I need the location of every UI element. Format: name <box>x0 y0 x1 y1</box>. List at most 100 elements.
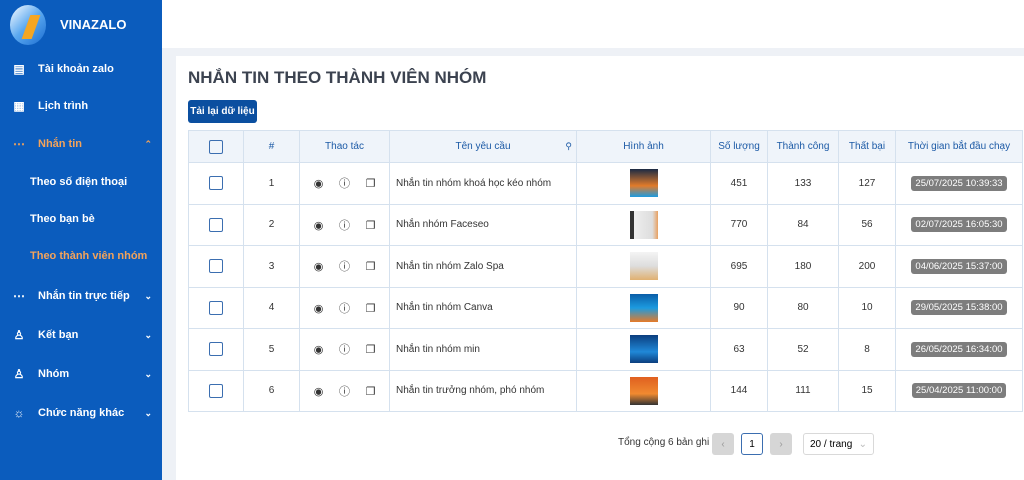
next-page-button[interactable]: › <box>770 433 792 455</box>
success-count: 80 <box>767 286 839 329</box>
sidebar-item-ket-ban[interactable]: ♙ Kết bạn ⌄ <box>13 328 152 342</box>
request-name: Nhắn tin trưởng nhóm, phó nhóm <box>389 369 577 412</box>
row-checkbox[interactable] <box>209 383 223 398</box>
copy-icon[interactable]: ❐ <box>365 302 376 315</box>
info-icon[interactable]: ⓘ <box>339 302 350 315</box>
chevron-down-icon: ⌄ <box>144 290 152 301</box>
thumbnail-image[interactable] <box>629 293 658 322</box>
quantity: 90 <box>710 286 768 329</box>
quantity: 770 <box>710 203 768 246</box>
vinazalo-logo <box>10 5 46 45</box>
row-select-cell <box>188 162 244 205</box>
eye-icon[interactable]: ◉ <box>313 344 324 357</box>
info-icon[interactable]: ⓘ <box>339 385 350 398</box>
image-cell <box>576 245 711 288</box>
row-select-cell <box>188 369 244 412</box>
sidebar-item-nhom[interactable]: ♙ Nhóm ⌄ <box>13 367 152 381</box>
eye-icon[interactable]: ◉ <box>313 219 324 232</box>
image-cell <box>576 203 711 246</box>
header-select-all <box>188 130 244 163</box>
image-cell <box>576 369 711 412</box>
prev-page-button[interactable]: ‹ <box>712 433 734 455</box>
copy-icon[interactable]: ❐ <box>365 344 376 357</box>
row-checkbox[interactable] <box>209 217 223 232</box>
start-time-cell: 25/04/2025 11:00:00 <box>895 369 1023 412</box>
row-actions: ◉ ⓘ ❐ <box>299 369 390 412</box>
info-icon[interactable]: ⓘ <box>339 344 350 357</box>
success-count: 180 <box>767 245 839 288</box>
chevron-right-icon: › <box>779 438 783 450</box>
thumbnail-image[interactable] <box>629 169 658 198</box>
copy-icon[interactable]: ❐ <box>365 219 376 232</box>
sidebar-item-tai-khoan-zalo[interactable]: ▤ Tài khoản zalo <box>13 62 114 76</box>
row-checkbox[interactable] <box>209 259 223 274</box>
thumbnail-image[interactable] <box>629 376 658 405</box>
row-checkbox[interactable] <box>209 300 223 315</box>
start-time-badge: 02/07/2025 16:05:30 <box>911 217 1007 233</box>
failed-count: 56 <box>838 203 896 246</box>
sidebar-item-chuc-nang-khac[interactable]: ☼ Chức năng khác ⌄ <box>13 406 153 420</box>
requests-table: # Thao tác Tên yêu cầu ⚲ Hình ảnh Số lượn… <box>188 130 1023 412</box>
sidebar-subitem-ban-be[interactable]: Theo bạn bè <box>30 213 95 225</box>
start-time-cell: 25/07/2025 10:39:33 <box>895 162 1023 205</box>
page-1-button[interactable]: 1 <box>741 433 763 455</box>
thumbnail-image[interactable] <box>629 252 658 281</box>
search-icon[interactable]: ⚲ <box>565 141 572 151</box>
header-quantity: Số lượng <box>710 130 768 163</box>
total-records: Tổng cộng 6 bản ghi <box>618 437 710 448</box>
start-time-badge: 25/04/2025 11:00:00 <box>911 383 1007 399</box>
list-icon: ▤ <box>13 62 25 76</box>
row-index: 4 <box>243 286 300 329</box>
page-size-select[interactable]: 20 / trang ⌄ <box>803 433 874 455</box>
success-count: 111 <box>767 369 839 412</box>
request-name: Nhắn tin nhóm Zalo Spa <box>389 245 577 288</box>
eye-icon[interactable]: ◉ <box>313 302 324 315</box>
sidebar-subitem-thanh-vien-nhom[interactable]: Theo thành viên nhóm <box>30 250 148 262</box>
failed-count: 10 <box>838 286 896 329</box>
start-time-badge: 29/05/2025 15:38:00 <box>911 300 1007 316</box>
select-all-checkbox[interactable] <box>209 139 223 154</box>
thumbnail-image[interactable] <box>629 335 658 364</box>
header-start-time: Thời gian bắt đầu chạy <box>895 130 1023 163</box>
failed-count: 127 <box>838 162 896 205</box>
request-name: Nhắn tin nhóm Canva <box>389 286 577 329</box>
thumbnail-image[interactable] <box>629 210 658 239</box>
table-row: 6 ◉ ⓘ ❐ Nhắn tin trưởng nhóm, phó nhóm 144… <box>188 369 1023 412</box>
info-icon[interactable]: ⓘ <box>339 261 350 274</box>
sidebar-item-nhan-tin-truc-tiep[interactable]: ⋯ Nhắn tin trực tiếp ⌄ <box>13 289 152 303</box>
copy-icon[interactable]: ❐ <box>365 261 376 274</box>
info-icon[interactable]: ⓘ <box>339 219 350 232</box>
copy-icon[interactable]: ❐ <box>365 385 376 398</box>
eye-icon[interactable]: ◉ <box>313 385 324 398</box>
table-row: 5 ◉ ⓘ ❐ Nhắn tin nhóm min 63 52 8 26/05/20… <box>188 328 1023 371</box>
copy-icon[interactable]: ❐ <box>365 178 376 191</box>
row-checkbox[interactable] <box>209 176 223 191</box>
sidebar-item-nhan-tin[interactable]: ⋯ Nhắn tin ⌃ <box>13 137 152 151</box>
table-row: 2 ◉ ⓘ ❐ Nhắn nhóm Faceseo 770 84 56 02/07/… <box>188 203 1023 246</box>
row-select-cell <box>188 328 244 371</box>
image-cell <box>576 286 711 329</box>
eye-icon[interactable]: ◉ <box>313 178 324 191</box>
reload-button[interactable]: Tải lại dữ liệu <box>188 100 257 123</box>
brand-name: VINAZALO <box>60 17 127 32</box>
row-checkbox[interactable] <box>209 342 223 357</box>
quantity: 63 <box>710 328 768 371</box>
table-row: 1 ◉ ⓘ ❐ Nhắn tin nhóm khoá học kéo nhóm 45… <box>188 162 1023 205</box>
row-actions: ◉ ⓘ ❐ <box>299 162 390 205</box>
header-image: Hình ảnh <box>576 130 711 163</box>
header-name: Tên yêu cầu ⚲ <box>389 130 577 163</box>
header-actions: Thao tác <box>299 130 390 163</box>
sidebar-item-lich-trinh[interactable]: ▦ Lịch trình <box>13 99 89 113</box>
success-count: 52 <box>767 328 839 371</box>
chevron-down-icon: ⌄ <box>858 438 867 450</box>
info-icon[interactable]: ⓘ <box>339 178 350 191</box>
failed-count: 15 <box>838 369 896 412</box>
row-index: 6 <box>243 369 300 412</box>
start-time-cell: 02/07/2025 16:05:30 <box>895 203 1023 246</box>
table-row: 3 ◉ ⓘ ❐ Nhắn tin nhóm Zalo Spa 695 180 200… <box>188 245 1023 288</box>
eye-icon[interactable]: ◉ <box>313 261 324 274</box>
sidebar-subitem-so-dien-thoai[interactable]: Theo số điện thoại <box>30 176 128 188</box>
request-name: Nhắn tin nhóm khoá học kéo nhóm <box>389 162 577 205</box>
row-index: 2 <box>243 203 300 246</box>
start-time-badge: 26/05/2025 16:34:00 <box>911 341 1007 357</box>
